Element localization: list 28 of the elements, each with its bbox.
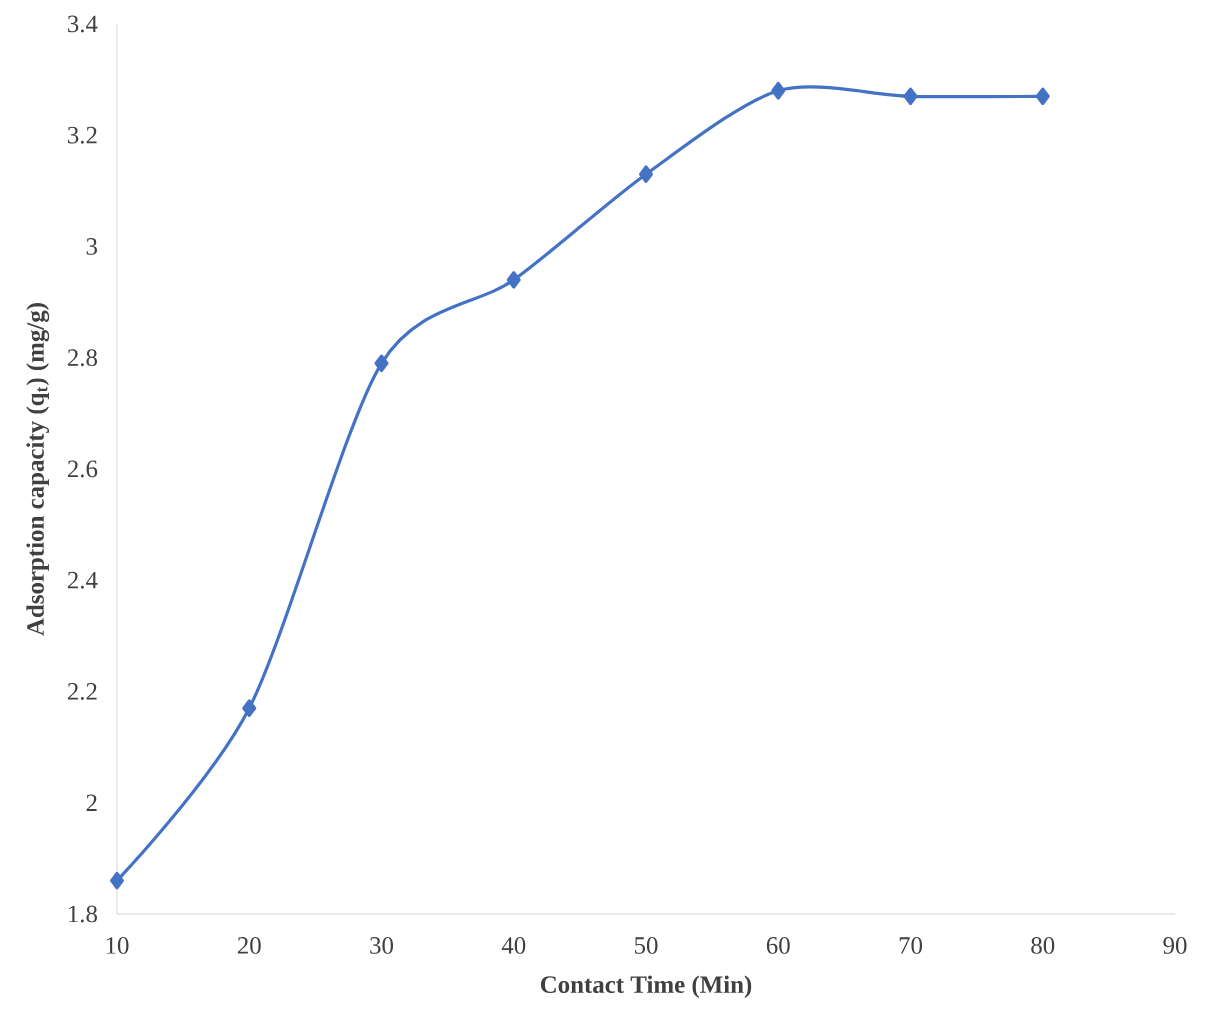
point: [1035, 87, 1050, 106]
point: [771, 81, 786, 100]
y-tick-label: 2.2: [67, 683, 97, 700]
x-tick-label: 50: [634, 937, 658, 954]
x-tick-label: 60: [766, 937, 790, 954]
y-tick-label: 2.6: [67, 460, 98, 478]
y-tick-label: 2.8: [67, 349, 98, 367]
point: [506, 271, 521, 289]
point: [110, 871, 124, 890]
y-tick-label: 2: [86, 794, 97, 811]
y-tick-label: 2.4: [67, 571, 98, 589]
point: [903, 87, 918, 106]
x-tick-label: 80: [1031, 937, 1055, 954]
y-axis-title: Adsorption capacity (q$_{t}$) (mg/g): [26, 303, 50, 636]
x-tick-label: 90: [1163, 937, 1187, 954]
y-tick-label: 3.2: [68, 126, 97, 144]
point: [242, 699, 257, 717]
x-tick-label: 20: [237, 937, 261, 954]
point: [639, 165, 654, 183]
x-tick-label: 70: [899, 937, 923, 954]
y-tick-label: 3: [86, 238, 97, 255]
x-tick-label: 10: [106, 937, 129, 954]
y-tick-label: 1.8: [69, 905, 98, 923]
x-tick-label: 30: [370, 937, 393, 954]
x-tick-label: 40: [501, 937, 526, 954]
y-tick-label: 3.4: [68, 15, 98, 33]
point: [374, 354, 389, 373]
x-axis-title: Contact Time (Min): [540, 975, 752, 999]
